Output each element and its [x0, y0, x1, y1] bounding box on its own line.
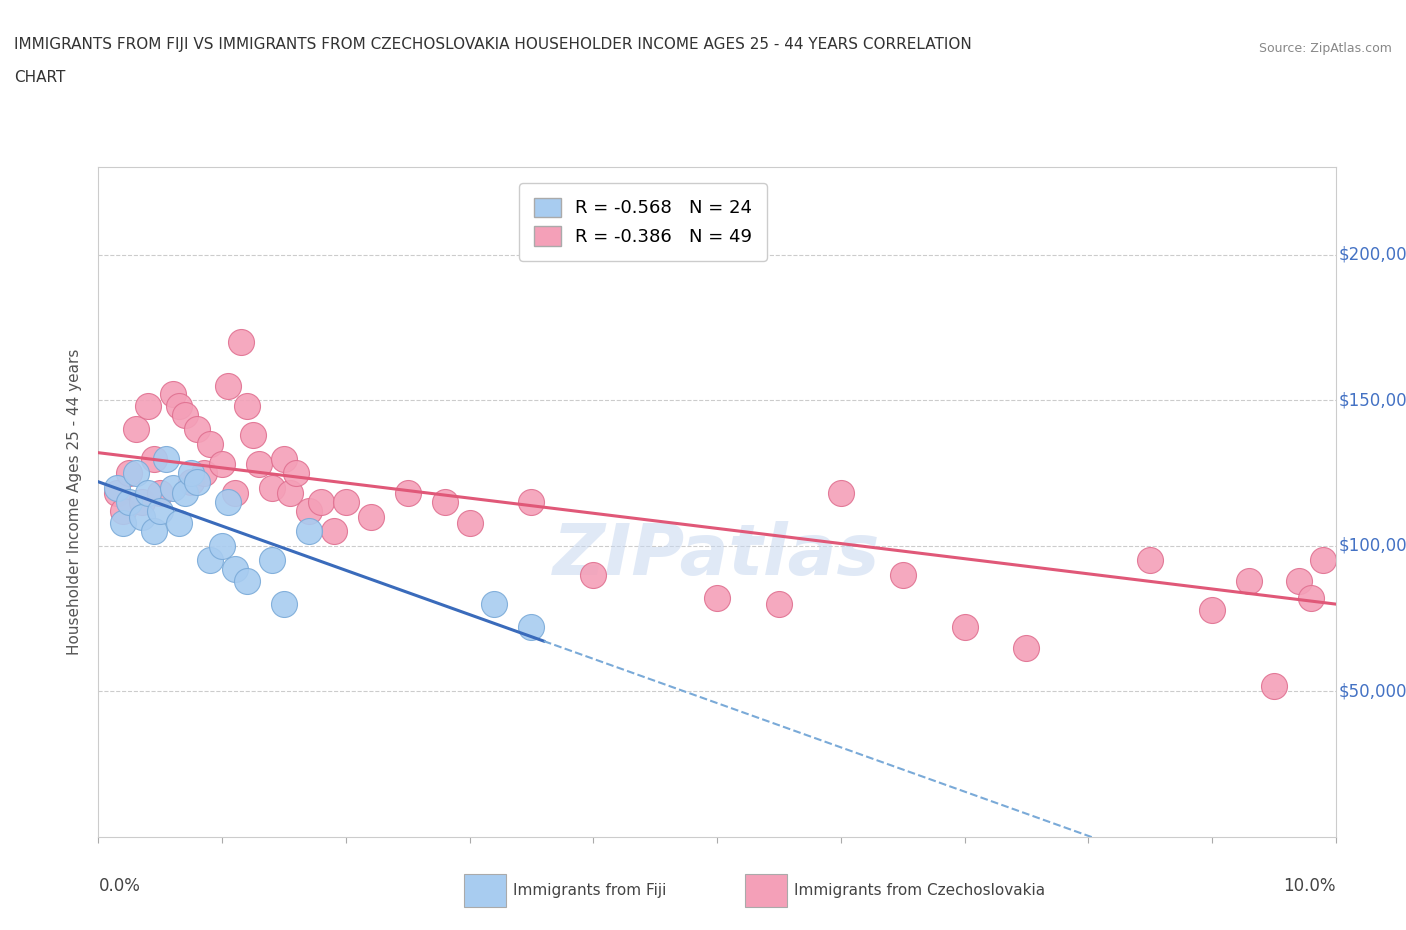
- Point: [198, 436, 221, 451]
- Point: [520, 620, 543, 635]
- Point: [891, 567, 914, 582]
- Point: [582, 567, 605, 582]
- Point: [247, 457, 270, 472]
- Point: [484, 597, 506, 612]
- Point: [118, 495, 141, 510]
- Point: [224, 562, 246, 577]
- Point: [211, 457, 233, 472]
- Point: [360, 510, 382, 525]
- Point: [285, 466, 308, 481]
- Point: [124, 422, 146, 437]
- Text: Immigrants from Fiji: Immigrants from Fiji: [513, 884, 666, 898]
- Point: [131, 495, 153, 510]
- Point: [162, 480, 184, 495]
- Point: [186, 422, 208, 437]
- Point: [143, 451, 166, 466]
- Point: [1299, 591, 1322, 605]
- Text: 0.0%: 0.0%: [98, 877, 141, 896]
- Point: [224, 486, 246, 501]
- Point: [236, 574, 259, 589]
- Point: [217, 379, 239, 393]
- Point: [136, 399, 159, 414]
- Point: [1237, 574, 1260, 589]
- Point: [162, 387, 184, 402]
- Point: [260, 553, 283, 568]
- Point: [433, 495, 456, 510]
- Point: [180, 474, 202, 489]
- Point: [520, 495, 543, 510]
- Point: [167, 399, 190, 414]
- Legend: R = -0.568   N = 24, R = -0.386   N = 49: R = -0.568 N = 24, R = -0.386 N = 49: [519, 183, 766, 260]
- Text: $200,000: $200,000: [1339, 246, 1406, 264]
- Point: [112, 503, 135, 518]
- Point: [706, 591, 728, 605]
- Text: $150,000: $150,000: [1339, 392, 1406, 409]
- Point: [211, 538, 233, 553]
- Point: [309, 495, 332, 510]
- Y-axis label: Householder Income Ages 25 - 44 years: Householder Income Ages 25 - 44 years: [67, 349, 83, 656]
- Point: [124, 466, 146, 481]
- Point: [167, 515, 190, 530]
- Point: [830, 486, 852, 501]
- Point: [322, 524, 344, 538]
- Point: [118, 466, 141, 481]
- Text: ZIPatlas: ZIPatlas: [554, 522, 880, 591]
- Point: [1263, 678, 1285, 693]
- Point: [242, 428, 264, 443]
- Point: [298, 503, 321, 518]
- Point: [1139, 553, 1161, 568]
- Point: [260, 480, 283, 495]
- Point: [298, 524, 321, 538]
- Point: [217, 495, 239, 510]
- Text: $100,000: $100,000: [1339, 537, 1406, 555]
- Point: [953, 620, 976, 635]
- Point: [143, 524, 166, 538]
- Point: [1288, 574, 1310, 589]
- Point: [105, 486, 128, 501]
- Point: [396, 486, 419, 501]
- Point: [174, 407, 197, 422]
- Text: 10.0%: 10.0%: [1284, 877, 1336, 896]
- Point: [273, 451, 295, 466]
- Text: $50,000: $50,000: [1339, 683, 1406, 700]
- Point: [278, 486, 301, 501]
- Point: [155, 451, 177, 466]
- Point: [174, 486, 197, 501]
- Point: [229, 335, 252, 350]
- Text: Source: ZipAtlas.com: Source: ZipAtlas.com: [1258, 42, 1392, 55]
- Point: [1201, 603, 1223, 618]
- Point: [768, 597, 790, 612]
- Point: [186, 474, 208, 489]
- Point: [1015, 641, 1038, 656]
- Point: [136, 486, 159, 501]
- Point: [149, 486, 172, 501]
- Point: [273, 597, 295, 612]
- Point: [236, 399, 259, 414]
- Point: [335, 495, 357, 510]
- Point: [1312, 553, 1334, 568]
- Text: CHART: CHART: [14, 70, 66, 85]
- Point: [112, 515, 135, 530]
- Text: Immigrants from Czechoslovakia: Immigrants from Czechoslovakia: [794, 884, 1046, 898]
- Point: [193, 466, 215, 481]
- Point: [198, 553, 221, 568]
- Point: [458, 515, 481, 530]
- Point: [131, 510, 153, 525]
- Point: [149, 503, 172, 518]
- Text: IMMIGRANTS FROM FIJI VS IMMIGRANTS FROM CZECHOSLOVAKIA HOUSEHOLDER INCOME AGES 2: IMMIGRANTS FROM FIJI VS IMMIGRANTS FROM …: [14, 37, 972, 52]
- Point: [180, 466, 202, 481]
- Point: [105, 480, 128, 495]
